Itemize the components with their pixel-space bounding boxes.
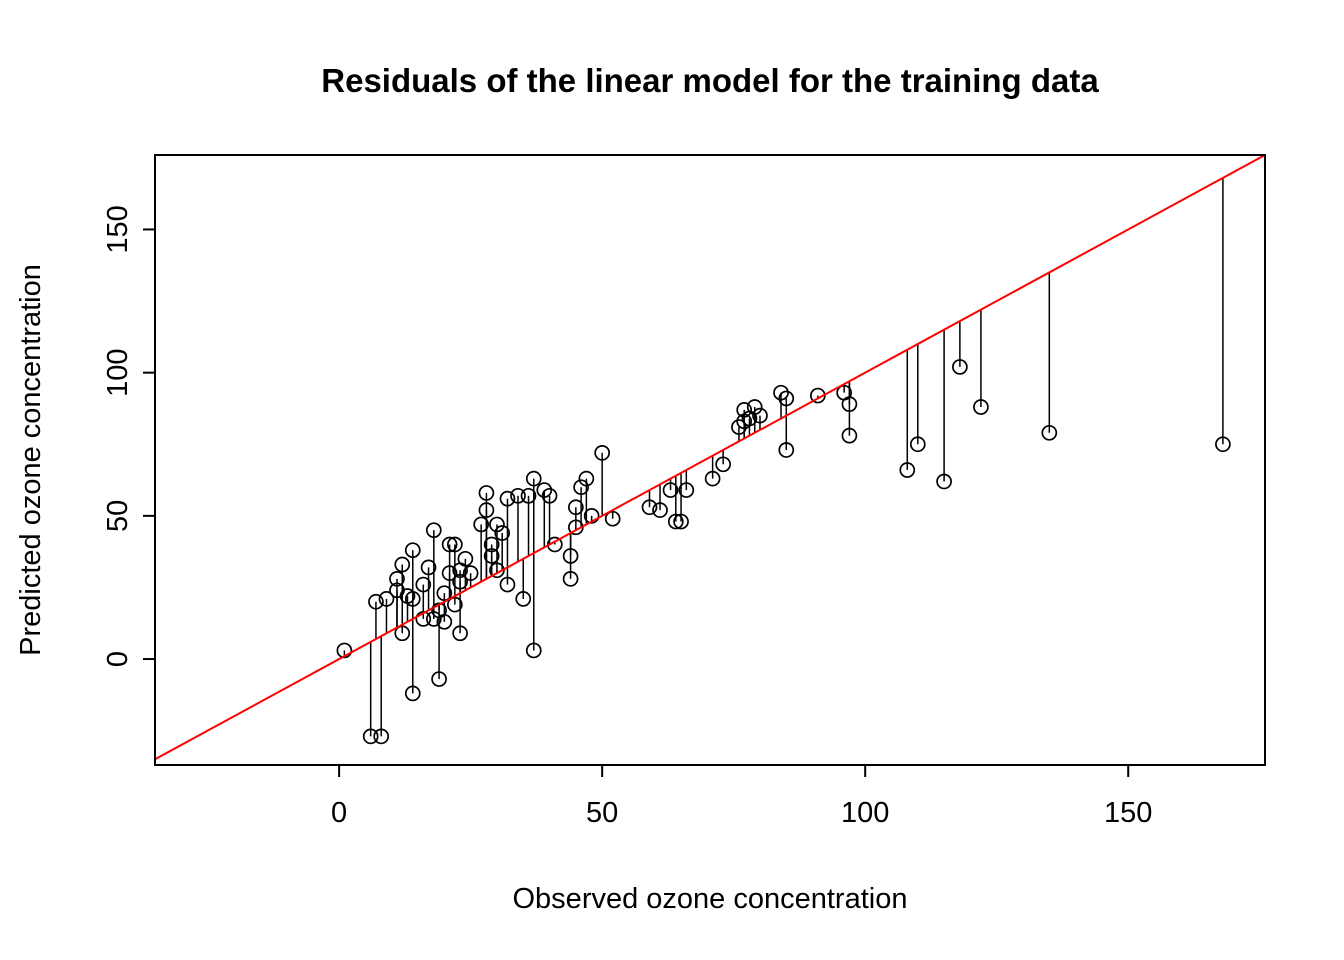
data-point xyxy=(441,536,458,553)
data-point xyxy=(415,576,432,593)
data-point xyxy=(394,556,411,573)
data-point xyxy=(841,427,858,444)
identity-line xyxy=(154,154,1266,761)
data-point xyxy=(462,565,479,581)
y-tick-label: 150 xyxy=(102,205,134,253)
data-point xyxy=(447,596,463,613)
x-axis-label: Observed ozone concentration xyxy=(513,883,908,915)
data-point xyxy=(362,728,379,745)
y-tick-label: 50 xyxy=(102,500,134,532)
data-point xyxy=(452,573,468,590)
data-point xyxy=(378,591,395,607)
data-point xyxy=(704,470,721,487)
data-point xyxy=(736,402,753,418)
data-point xyxy=(536,482,553,498)
data-point xyxy=(336,642,353,659)
data-point xyxy=(415,611,432,627)
data-point xyxy=(594,444,611,461)
chart-title: Residuals of the linear model for the tr… xyxy=(321,62,1099,99)
data-point xyxy=(773,384,789,401)
data-point xyxy=(578,470,595,487)
data-points xyxy=(336,359,1231,745)
data-point xyxy=(841,396,858,413)
data-point xyxy=(731,419,747,435)
data-point xyxy=(489,516,505,533)
data-point xyxy=(909,436,926,453)
x-tick-label: 50 xyxy=(586,797,618,829)
data-point xyxy=(583,507,600,524)
data-point xyxy=(562,548,579,564)
data-point xyxy=(478,485,495,501)
axis-ticks: 0 50 100 150 0 50 100 150 xyxy=(102,205,1152,829)
data-point xyxy=(436,613,453,630)
data-point xyxy=(457,550,474,567)
data-point xyxy=(425,522,442,539)
data-point xyxy=(899,462,916,478)
data-point xyxy=(431,671,447,687)
data-point xyxy=(494,525,511,541)
data-point xyxy=(778,390,795,407)
y-tick-label: 0 xyxy=(102,651,134,667)
data-point xyxy=(425,611,442,627)
data-point xyxy=(499,490,516,507)
data-point xyxy=(441,565,458,581)
data-point xyxy=(746,399,763,415)
data-point xyxy=(525,642,542,659)
data-point xyxy=(404,685,421,702)
data-point xyxy=(499,576,516,593)
data-point xyxy=(1041,424,1058,441)
data-point xyxy=(404,542,421,559)
data-point xyxy=(952,359,968,375)
data-point xyxy=(525,470,542,487)
x-tick-label: 100 xyxy=(841,797,889,829)
data-point xyxy=(573,479,589,496)
data-point xyxy=(510,487,526,504)
data-point xyxy=(473,516,490,533)
data-point xyxy=(652,502,668,518)
y-axis-label: Predicted ozone concentration xyxy=(15,264,47,656)
data-point xyxy=(1215,436,1231,453)
data-point xyxy=(667,513,684,530)
data-point xyxy=(715,456,732,473)
data-point xyxy=(673,513,689,530)
data-point xyxy=(973,399,989,415)
data-point xyxy=(420,559,437,576)
data-point xyxy=(752,407,768,424)
data-point xyxy=(568,499,584,516)
data-point xyxy=(778,442,795,458)
data-point xyxy=(373,728,390,745)
data-point xyxy=(541,487,558,504)
y-tick-label: 100 xyxy=(102,348,134,396)
data-point xyxy=(662,482,679,498)
data-point xyxy=(483,548,500,564)
data-point xyxy=(641,499,658,516)
data-point xyxy=(394,625,411,642)
data-point xyxy=(604,510,621,527)
x-tick-label: 0 xyxy=(331,797,347,829)
data-point xyxy=(483,536,500,553)
data-point xyxy=(515,591,532,607)
data-point xyxy=(368,593,384,610)
data-point xyxy=(452,625,468,642)
data-point xyxy=(389,570,405,587)
data-point xyxy=(678,482,695,498)
data-point xyxy=(478,502,495,518)
data-point xyxy=(520,487,537,504)
data-point xyxy=(936,473,952,490)
data-point xyxy=(562,570,579,587)
data-point xyxy=(404,591,421,607)
data-point xyxy=(436,585,453,602)
plot-box xyxy=(154,154,1266,766)
x-tick-label: 150 xyxy=(1104,797,1152,829)
data-point xyxy=(447,536,463,553)
